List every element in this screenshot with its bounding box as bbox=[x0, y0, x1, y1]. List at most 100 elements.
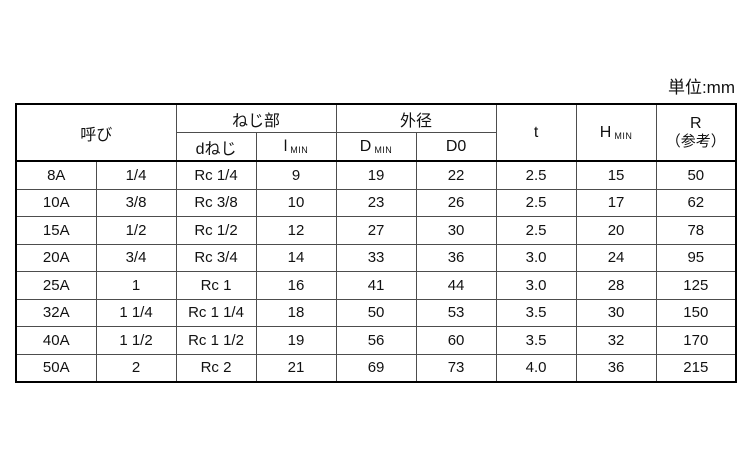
table-cell: 20A bbox=[15, 243, 97, 272]
header-l-min-letter: l bbox=[283, 137, 288, 155]
header-d-min-subscript: MIN bbox=[374, 144, 393, 155]
table-cell: 17 bbox=[575, 188, 657, 217]
table-cell: Rc 1/4 bbox=[175, 160, 257, 190]
table-cell: Rc 1 bbox=[175, 271, 257, 300]
table-cell: 150 bbox=[655, 298, 737, 327]
table-header: 呼び ねじ部 外径 t H MIN R （参考） dねじ l MIN D MIN D0 bbox=[15, 103, 737, 162]
table-cell: 25A bbox=[15, 271, 97, 300]
table-cell: 60 bbox=[415, 326, 497, 355]
table-cell: 12 bbox=[255, 216, 337, 245]
header-nominal-size: 呼び bbox=[15, 103, 177, 162]
table-cell: 78 bbox=[655, 216, 737, 245]
header-l-min: l MIN bbox=[255, 132, 337, 162]
table-cell: Rc 1 1/4 bbox=[175, 298, 257, 327]
table-cell: 1/4 bbox=[95, 160, 177, 190]
header-h-min: H MIN bbox=[575, 103, 657, 162]
table-cell: 14 bbox=[255, 243, 337, 272]
table-cell: Rc 3/4 bbox=[175, 243, 257, 272]
table-cell: 8A bbox=[15, 160, 97, 190]
table-cell: 50A bbox=[15, 353, 97, 383]
table-row: 40A 1 1/2 Rc 1 1/2 19 56 60 3.5 32 170 bbox=[15, 326, 737, 355]
table-cell: 30 bbox=[575, 298, 657, 327]
table-cell: 15 bbox=[575, 160, 657, 190]
table-cell: 2.5 bbox=[495, 160, 577, 190]
header-row-2: dねじ l MIN D MIN D0 bbox=[16, 132, 736, 162]
table-cell: 2.5 bbox=[495, 188, 577, 217]
header-r-letter: R bbox=[690, 114, 702, 132]
table-cell: 1 bbox=[95, 271, 177, 300]
table-cell: Rc 3/8 bbox=[175, 188, 257, 217]
table-cell: 10A bbox=[15, 188, 97, 217]
table-cell: 20 bbox=[575, 216, 657, 245]
table-cell: 95 bbox=[655, 243, 737, 272]
table-cell: 4.0 bbox=[495, 353, 577, 383]
table-cell: 50 bbox=[655, 160, 737, 190]
header-h-min-subscript: MIN bbox=[614, 130, 633, 141]
header-h-min-letter: H bbox=[599, 123, 612, 141]
header-t: t bbox=[495, 103, 577, 162]
header-d-thread: dねじ bbox=[175, 132, 257, 162]
table-cell: 1/2 bbox=[95, 216, 177, 245]
table-cell: 9 bbox=[255, 160, 337, 190]
table-cell: 19 bbox=[255, 326, 337, 355]
table-cell: 215 bbox=[655, 353, 737, 383]
table-cell: 50 bbox=[335, 298, 417, 327]
table-cell: 26 bbox=[415, 188, 497, 217]
table-cell: 73 bbox=[415, 353, 497, 383]
table-body: 8A 1/4 Rc 1/4 9 19 22 2.5 15 50 10A 3/8 Rc 3/8 10 23 2… bbox=[15, 160, 737, 383]
table-cell: 3/4 bbox=[95, 243, 177, 272]
table-cell: Rc 1 1/2 bbox=[175, 326, 257, 355]
table-cell: 125 bbox=[655, 271, 737, 300]
header-r-reference: R （参考） bbox=[655, 103, 737, 162]
table-row: 32A 1 1/4 Rc 1 1/4 18 50 53 3.5 30 150 bbox=[15, 298, 737, 327]
table-cell: 62 bbox=[655, 188, 737, 217]
header-outer-diameter: 外径 bbox=[335, 103, 497, 133]
table-cell: 32A bbox=[15, 298, 97, 327]
table-cell: 3.0 bbox=[495, 243, 577, 272]
table-row: 25A 1 Rc 1 16 41 44 3.0 28 125 bbox=[15, 271, 737, 300]
table-cell: 28 bbox=[575, 271, 657, 300]
table-cell: 36 bbox=[575, 353, 657, 383]
table-cell: 23 bbox=[335, 188, 417, 217]
table-cell: 32 bbox=[575, 326, 657, 355]
header-d0: D0 bbox=[415, 132, 497, 162]
header-d-min: D MIN bbox=[335, 132, 417, 162]
spec-table: 呼び ねじ部 外径 t H MIN R （参考） dねじ l MIN D MIN D0… bbox=[15, 103, 738, 383]
header-l-min-subscript: MIN bbox=[290, 144, 309, 155]
table-cell: 1 1/4 bbox=[95, 298, 177, 327]
table-cell: 44 bbox=[415, 271, 497, 300]
table-row: 8A 1/4 Rc 1/4 9 19 22 2.5 15 50 bbox=[15, 160, 737, 190]
unit-label: 単位:mm bbox=[667, 78, 735, 97]
header-row-1: 呼び ねじ部 外径 t H MIN R （参考） bbox=[15, 103, 737, 162]
table-cell: Rc 1/2 bbox=[175, 216, 257, 245]
table-cell: 40A bbox=[15, 326, 97, 355]
table-cell: 69 bbox=[335, 353, 417, 383]
table-cell: 3.0 bbox=[495, 271, 577, 300]
table-row: 20A 3/4 Rc 3/4 14 33 36 3.0 24 95 bbox=[15, 243, 737, 272]
table-cell: 41 bbox=[335, 271, 417, 300]
header-r-note: （参考） bbox=[665, 133, 726, 151]
table-cell: 3.5 bbox=[495, 298, 577, 327]
table-cell: 16 bbox=[255, 271, 337, 300]
table-cell: 53 bbox=[415, 298, 497, 327]
table-cell: 56 bbox=[335, 326, 417, 355]
table-cell: 10 bbox=[255, 188, 337, 217]
table-cell: 170 bbox=[655, 326, 737, 355]
table-cell: 24 bbox=[575, 243, 657, 272]
table-cell: 1 1/2 bbox=[95, 326, 177, 355]
table-row: 10A 3/8 Rc 3/8 10 23 26 2.5 17 62 bbox=[15, 188, 737, 217]
header-d-min-letter: D bbox=[359, 137, 372, 155]
table-cell: 15A bbox=[15, 216, 97, 245]
table-cell: 2.5 bbox=[495, 216, 577, 245]
table-cell: 22 bbox=[415, 160, 497, 190]
table-cell: 3/8 bbox=[95, 188, 177, 217]
table-cell: 36 bbox=[415, 243, 497, 272]
table-cell: Rc 2 bbox=[175, 353, 257, 383]
table-cell: 27 bbox=[335, 216, 417, 245]
table-cell: 30 bbox=[415, 216, 497, 245]
table-row: 50A 2 Rc 2 21 69 73 4.0 36 215 bbox=[15, 353, 737, 383]
table-cell: 33 bbox=[335, 243, 417, 272]
table-cell: 3.5 bbox=[495, 326, 577, 355]
table-row: 15A 1/2 Rc 1/2 12 27 30 2.5 20 78 bbox=[15, 216, 737, 245]
table-cell: 19 bbox=[335, 160, 417, 190]
